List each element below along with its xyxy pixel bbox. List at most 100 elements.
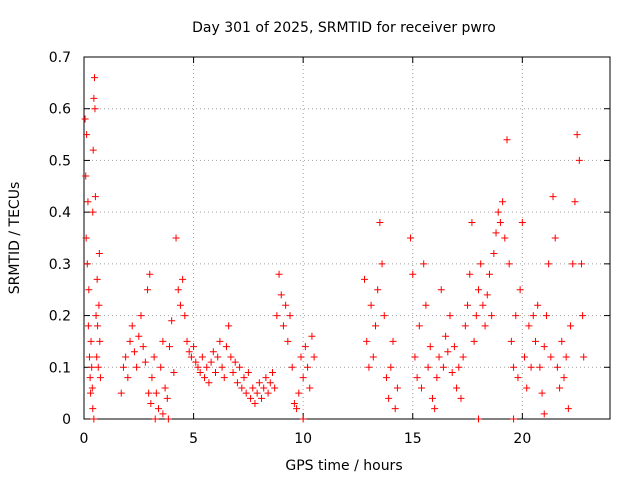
data-point bbox=[564, 405, 572, 413]
data-point bbox=[96, 374, 104, 382]
data-point bbox=[389, 337, 397, 345]
data-point bbox=[201, 374, 209, 382]
data-point bbox=[147, 399, 155, 407]
data-point bbox=[514, 374, 522, 382]
data-point bbox=[258, 394, 266, 402]
data-point bbox=[271, 384, 279, 392]
data-point bbox=[426, 343, 434, 351]
data-point bbox=[446, 312, 454, 320]
data-point bbox=[499, 198, 507, 206]
data-point bbox=[190, 343, 198, 351]
data-point bbox=[485, 270, 493, 278]
data-point bbox=[88, 363, 96, 371]
data-point bbox=[273, 312, 281, 320]
data-point bbox=[128, 322, 136, 330]
data-point bbox=[260, 384, 268, 392]
data-point bbox=[531, 337, 539, 345]
data-point bbox=[573, 131, 581, 139]
data-point bbox=[196, 368, 204, 376]
data-point bbox=[95, 250, 103, 258]
data-point bbox=[86, 374, 94, 382]
data-point bbox=[95, 301, 103, 309]
data-point bbox=[579, 312, 587, 320]
data-point bbox=[481, 322, 489, 330]
data-point bbox=[540, 410, 548, 418]
data-point bbox=[179, 275, 187, 283]
data-point bbox=[90, 415, 98, 423]
data-point bbox=[448, 368, 456, 376]
data-point bbox=[304, 363, 312, 371]
y-tick-label: 0.4 bbox=[49, 205, 71, 221]
data-point bbox=[144, 286, 152, 294]
data-point bbox=[150, 353, 158, 361]
x-tick-label: 5 bbox=[189, 431, 198, 447]
data-point bbox=[94, 363, 102, 371]
data-point bbox=[216, 337, 224, 345]
data-point bbox=[146, 270, 154, 278]
data-point bbox=[507, 337, 515, 345]
data-point bbox=[444, 348, 452, 356]
data-point bbox=[516, 286, 524, 294]
data-point bbox=[172, 234, 180, 242]
data-point bbox=[512, 312, 520, 320]
data-point bbox=[133, 363, 141, 371]
data-point bbox=[135, 332, 143, 340]
data-point bbox=[369, 353, 377, 361]
data-point bbox=[560, 374, 568, 382]
data-point bbox=[376, 218, 384, 226]
chart-title: Day 301 of 2025, SRMTID for receiver pwr… bbox=[192, 20, 496, 36]
data-point bbox=[284, 337, 292, 345]
data-point bbox=[391, 405, 399, 413]
data-point bbox=[293, 405, 301, 413]
data-point bbox=[124, 374, 132, 382]
data-point bbox=[475, 286, 482, 294]
data-point bbox=[91, 74, 99, 82]
data-point bbox=[139, 343, 147, 351]
data-point bbox=[518, 218, 526, 226]
data-point bbox=[137, 312, 145, 320]
data-point bbox=[161, 384, 169, 392]
data-point bbox=[242, 389, 250, 397]
data-point bbox=[207, 358, 215, 366]
data-point bbox=[236, 363, 244, 371]
data-point bbox=[571, 198, 579, 206]
data-point bbox=[247, 394, 255, 402]
data-point bbox=[148, 374, 156, 382]
data-point bbox=[266, 379, 274, 387]
data-point bbox=[415, 322, 423, 330]
data-point bbox=[472, 312, 480, 320]
data-point bbox=[466, 270, 474, 278]
data-point bbox=[185, 348, 193, 356]
data-point bbox=[380, 312, 388, 320]
data-point bbox=[174, 286, 182, 294]
data-point bbox=[387, 363, 395, 371]
data-point bbox=[168, 317, 176, 325]
data-point bbox=[428, 394, 436, 402]
data-point bbox=[151, 415, 159, 423]
data-point bbox=[424, 363, 432, 371]
data-point bbox=[229, 368, 237, 376]
data-point bbox=[435, 353, 443, 361]
data-point bbox=[578, 260, 586, 268]
data-point bbox=[176, 301, 184, 309]
data-point bbox=[501, 234, 509, 242]
data-point bbox=[521, 353, 529, 361]
data-point bbox=[89, 146, 97, 154]
data-point bbox=[308, 332, 316, 340]
data-point bbox=[575, 156, 583, 164]
data-point bbox=[279, 322, 287, 330]
data-point bbox=[503, 136, 511, 144]
data-point bbox=[84, 198, 92, 206]
data-point bbox=[253, 389, 261, 397]
data-point bbox=[88, 384, 96, 392]
data-point bbox=[536, 363, 544, 371]
data-point bbox=[409, 270, 417, 278]
data-point bbox=[227, 353, 235, 361]
data-point bbox=[505, 260, 513, 268]
data-point bbox=[90, 94, 98, 102]
data-point bbox=[510, 415, 518, 423]
y-tick-label: 0.7 bbox=[49, 50, 71, 66]
data-point bbox=[163, 394, 171, 402]
data-point bbox=[306, 384, 314, 392]
